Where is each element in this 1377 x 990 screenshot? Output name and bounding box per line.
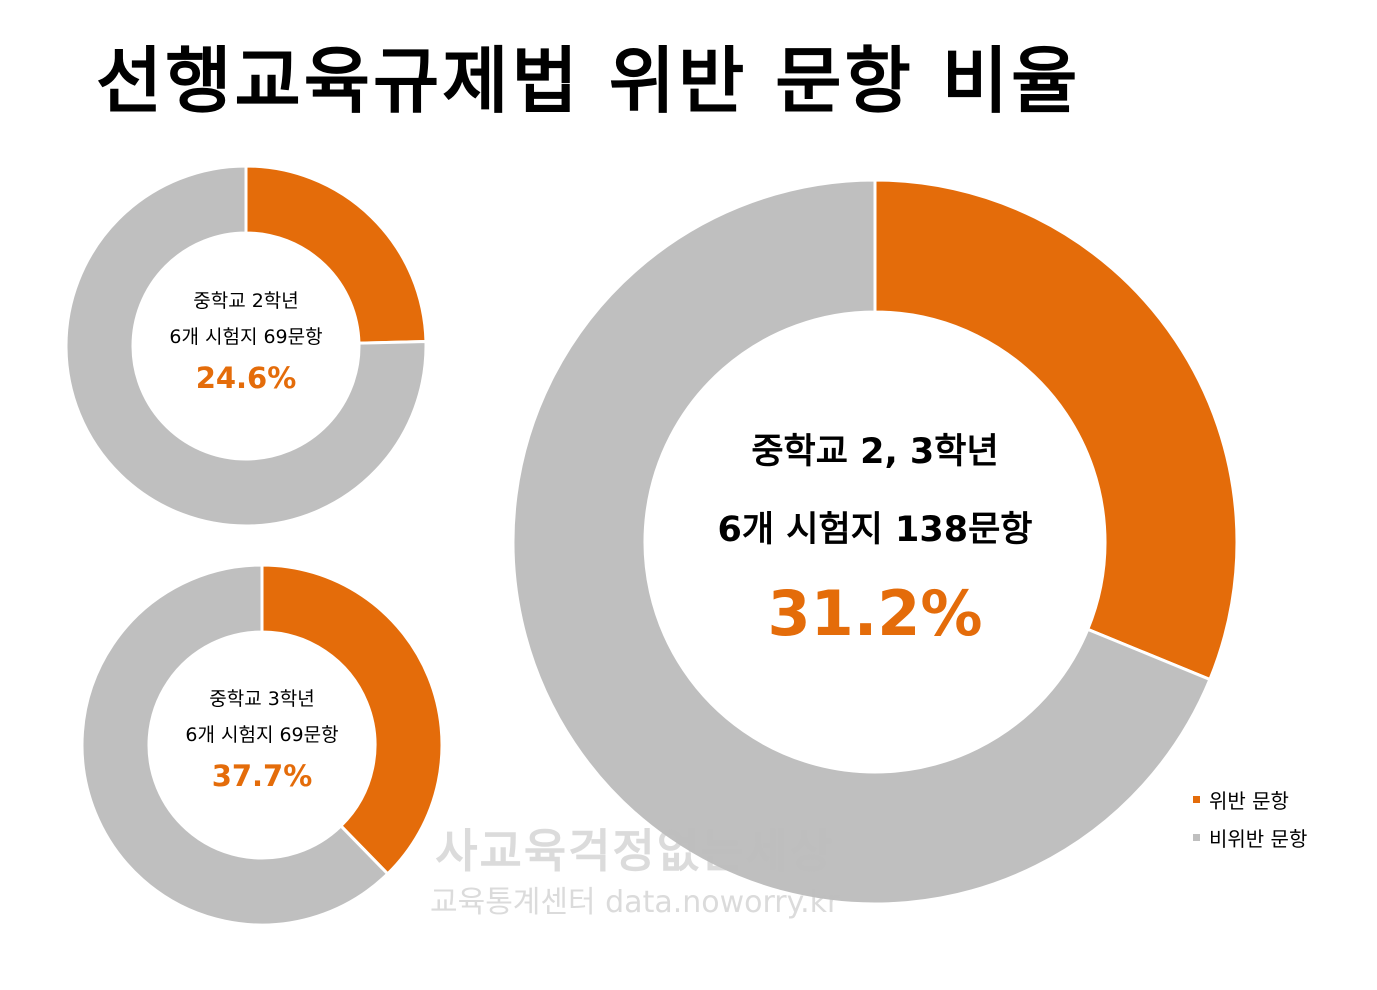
chart-title: 선행교육규제법 위반 문항 비율 — [96, 39, 1081, 123]
legend-item-non-violation: 비위반 문항 — [1193, 818, 1307, 856]
watermark-line-2: 교육통계센터 data.noworry.kr — [430, 885, 840, 920]
donut-center-grade3: 중학교 3학년 6개 시험지 69문항 37.7% — [157, 681, 367, 799]
center-line-1: 중학교 3학년 — [209, 688, 315, 710]
donut-center-grade2: 중학교 2학년 6개 시험지 69문항 24.6% — [146, 283, 346, 401]
violation-pct-label: 31.2% — [767, 577, 983, 650]
center-line-2: 6개 시험지 138문항 — [717, 510, 1033, 550]
legend-label: 비위반 문항 — [1209, 826, 1308, 851]
donut-center-combined: 중학교 2, 3학년 6개 시험지 138문항 31.2% — [655, 413, 1095, 659]
legend-swatch-violation — [1193, 795, 1200, 803]
watermark-line-1: 사교육걱정없는세상 — [435, 824, 835, 878]
legend-item-violation: 위반 문항 — [1193, 780, 1307, 818]
center-line-2: 6개 시험지 69문항 — [169, 326, 323, 348]
watermark: 사교육걱정없는세상 교육통계센터 data.noworry.kr — [430, 815, 839, 921]
legend-swatch-non-violation — [1193, 833, 1200, 841]
center-line-2: 6개 시험지 69문항 — [185, 724, 339, 746]
legend-label: 위반 문항 — [1209, 788, 1289, 813]
legend: 위반 문항 비위반 문항 — [1193, 780, 1307, 856]
center-line-1: 중학교 2학년 — [193, 290, 299, 312]
violation-pct-label: 24.6% — [195, 361, 297, 395]
violation-pct-label: 37.7% — [211, 759, 313, 793]
center-line-1: 중학교 2, 3학년 — [751, 432, 999, 472]
